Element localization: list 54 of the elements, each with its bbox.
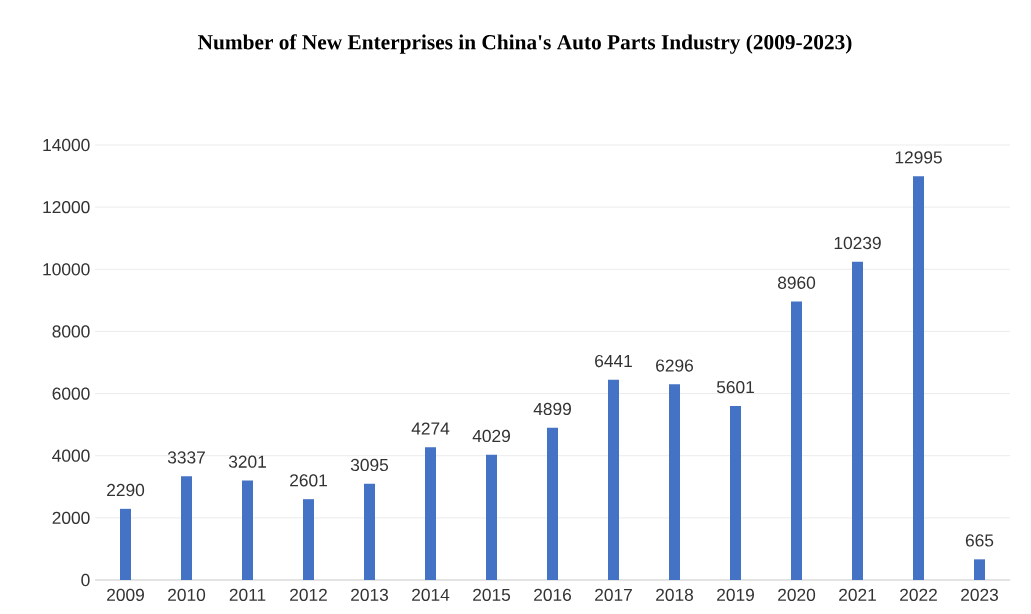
bar bbox=[547, 427, 559, 580]
data-label: 3201 bbox=[228, 455, 266, 468]
data-label: 12995 bbox=[895, 151, 942, 164]
x-tick-label: 2010 bbox=[168, 588, 206, 601]
bar bbox=[303, 499, 314, 580]
data-label: 4029 bbox=[472, 429, 510, 443]
bar bbox=[242, 480, 253, 580]
bar bbox=[791, 301, 803, 580]
bar bbox=[730, 405, 742, 580]
bar bbox=[181, 476, 192, 580]
data-label: 2601 bbox=[290, 474, 327, 487]
x-tick-label: 2021 bbox=[839, 588, 876, 601]
x-tick-label: 2015 bbox=[473, 588, 511, 601]
data-label: 3095 bbox=[350, 458, 389, 472]
y-tick-label: 4000 bbox=[52, 449, 90, 462]
y-tick-label: 0 bbox=[81, 573, 90, 587]
x-tick-label: 2020 bbox=[778, 588, 816, 601]
data-label: 6441 bbox=[595, 354, 632, 368]
x-tick-label: 2014 bbox=[412, 588, 450, 601]
data-label: 2290 bbox=[107, 483, 145, 497]
data-label: 665 bbox=[965, 534, 994, 547]
bar bbox=[852, 261, 864, 580]
data-label: 4899 bbox=[533, 402, 571, 416]
y-tick-label: 8000 bbox=[52, 325, 90, 338]
bar bbox=[120, 508, 131, 580]
y-tick-label: 6000 bbox=[52, 387, 90, 400]
data-label: 4274 bbox=[411, 422, 450, 435]
x-tick-label: 2019 bbox=[717, 588, 754, 601]
y-tick-label: 2000 bbox=[52, 511, 90, 524]
bar bbox=[913, 176, 925, 580]
data-label: 10239 bbox=[834, 236, 881, 250]
data-label: 8960 bbox=[777, 276, 816, 289]
x-tick-label: 2017 bbox=[595, 588, 632, 601]
y-tick-label: 12000 bbox=[43, 201, 90, 214]
bar bbox=[669, 384, 681, 580]
bar bbox=[608, 379, 620, 580]
x-tick-label: 2022 bbox=[900, 588, 937, 601]
chart-title: Number of New Enterprises in China's Auto Parts Industry (2009-2023) bbox=[198, 34, 852, 54]
x-tick-label: 2011 bbox=[229, 588, 266, 601]
bar bbox=[974, 559, 986, 580]
x-tick-label: 2013 bbox=[351, 588, 389, 601]
data-label: 6296 bbox=[656, 359, 694, 372]
x-tick-label: 2009 bbox=[107, 588, 144, 601]
bar bbox=[486, 454, 497, 580]
x-tick-label: 2023 bbox=[961, 588, 999, 601]
x-tick-label: 2012 bbox=[290, 588, 327, 601]
y-tick-label: 10000 bbox=[43, 263, 90, 276]
data-label: 3337 bbox=[167, 451, 205, 464]
bar bbox=[425, 447, 436, 580]
y-tick-label: 14000 bbox=[43, 138, 90, 152]
data-label: 5601 bbox=[716, 380, 754, 394]
bar bbox=[364, 483, 376, 580]
x-tick-label: 2018 bbox=[656, 588, 694, 601]
x-tick-label: 2016 bbox=[534, 588, 572, 601]
